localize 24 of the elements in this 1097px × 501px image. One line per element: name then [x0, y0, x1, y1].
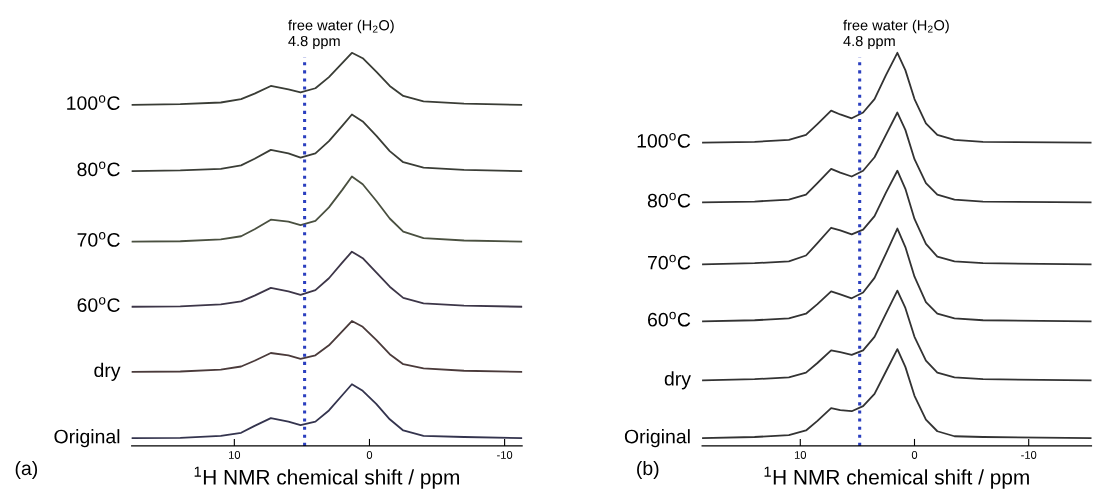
x-tick-label: 0	[911, 451, 918, 459]
series-label: 100$^{o}$C	[67, 95, 120, 110]
text: (a)	[15, 460, 38, 479]
x-axis-title: $^{1}$H NMR chemical shift / ppm	[194, 466, 459, 489]
text: (b)	[637, 460, 659, 479]
series-label: dry	[664, 371, 691, 390]
text: free water (H$_{2}$O) 4.8 ppm	[843, 19, 949, 50]
series-label: 60$^{o}$C	[77, 297, 120, 312]
series-label: 70$^{o}$C	[77, 232, 120, 247]
x-tick-label: 10	[229, 451, 241, 459]
series-label: dry	[94, 362, 121, 381]
series-label: 100$^{o}$C	[637, 133, 691, 148]
x-tick-label: 0	[366, 451, 373, 459]
series-label: Original	[54, 429, 120, 448]
series-label: 80$^{o}$C	[647, 192, 691, 208]
text: free water (H$_{2}$O) 4.8 ppm	[288, 19, 394, 50]
x-tick-label: 10	[794, 451, 807, 459]
series-label: 70$^{o}$C	[648, 254, 691, 270]
series-label: 80$^{o}$C	[77, 161, 120, 177]
x-axis-title: $^{1}$H NMR chemical shift / ppm	[764, 466, 1029, 489]
x-tick-label: -10	[497, 451, 513, 459]
series-label: Original	[624, 429, 690, 448]
x-tick-label: -10	[1021, 451, 1037, 459]
series-label: 60$^{o}$C	[648, 311, 691, 327]
